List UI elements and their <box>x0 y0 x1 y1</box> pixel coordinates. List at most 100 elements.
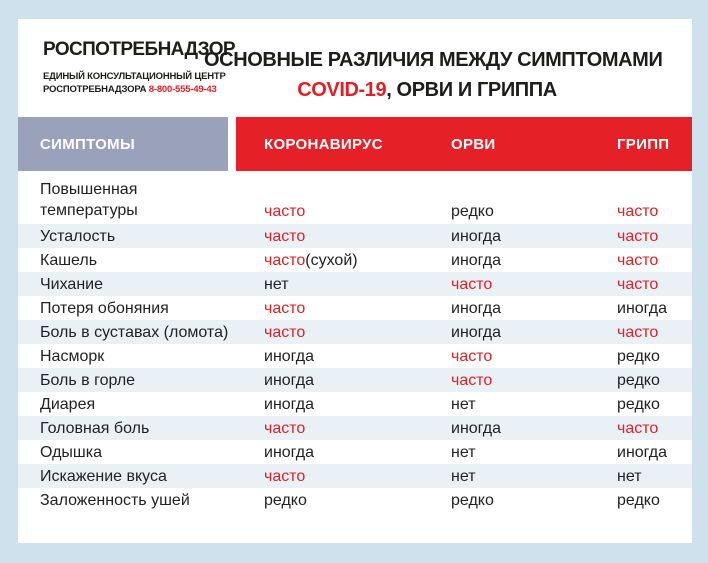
symptom-cell: Чихание <box>40 275 103 293</box>
value-cell: часто <box>451 274 617 295</box>
value-text: часто <box>264 419 306 437</box>
value-text: иногда <box>451 299 502 317</box>
org-name: РОСПОТРЕБНАДЗОР <box>43 39 236 60</box>
value-cell: часто <box>617 322 692 343</box>
table-row: Головная боль часто иногда часто <box>18 416 692 440</box>
value-cell: иногда <box>617 298 692 319</box>
center-line1: ЕДИНЫЙ КОНСУЛЬТАЦИОННЫЙ ЦЕНТР <box>43 71 226 82</box>
phone-number: 8-800-555-49-43 <box>148 84 217 95</box>
table-header-band: СИМПТОМЫ КОРОНАВИРУС ОРВИ ГРИПП <box>18 117 692 171</box>
column-header-coronavirus: КОРОНАВИРУС <box>264 135 383 153</box>
value-cell: редко <box>451 490 617 511</box>
value-cell: редко <box>617 490 692 511</box>
value-text: иногда <box>451 227 502 245</box>
value-cell: часто <box>264 418 451 439</box>
value-text: иногда <box>264 443 315 461</box>
value-cell: часто <box>617 274 692 295</box>
symptom-cell: Искажение вкуса <box>40 467 167 485</box>
consultation-center-lines: ЕДИНЫЙ КОНСУЛЬТАЦИОННЫЙ ЦЕНТР РОСПОТРЕБН… <box>43 70 253 96</box>
value-text: часто <box>617 323 659 341</box>
value-note: (сухой) <box>305 251 358 269</box>
value-cell: часто <box>617 201 692 224</box>
value-cell: часто <box>264 322 451 343</box>
value-text: часто <box>617 275 659 293</box>
value-text: часто <box>264 323 306 341</box>
symptom-cell: Головная боль <box>40 419 150 437</box>
value-cell: иногда <box>451 322 617 343</box>
value-cell: часто <box>264 226 451 247</box>
value-text: редко <box>451 203 494 220</box>
symptom-cell: Одышка <box>40 443 103 461</box>
value-text: нет <box>451 467 476 485</box>
table-rows: Повышенная температуры часто редко часто Уст… <box>18 176 692 512</box>
value-cell: редко <box>264 490 451 511</box>
table-row: Усталость часто иногда часто <box>18 224 692 248</box>
value-text: нет <box>451 443 476 461</box>
value-cell: иногда <box>264 346 451 367</box>
symptoms-header-cell: СИМПТОМЫ <box>18 117 228 171</box>
symptoms-header-label: СИМПТОМЫ <box>40 135 135 153</box>
symptom-cell: Заложенность ушей <box>40 491 190 509</box>
value-text: редко <box>451 491 494 509</box>
value-text: редко <box>617 371 660 389</box>
value-cell: часто <box>617 226 692 247</box>
symptom-cell: Боль в суставах (ломота) <box>40 323 229 341</box>
table-row: Насморк иногда часто редко <box>18 344 692 368</box>
value-text: редко <box>617 491 660 509</box>
value-cell: редко <box>617 346 692 367</box>
value-cell: иногда <box>264 370 451 391</box>
value-cell: нет <box>264 274 451 295</box>
value-cell: редко <box>617 394 692 415</box>
value-cell: иногда <box>451 418 617 439</box>
value-cell: часто <box>264 466 451 487</box>
poster-card: РОСПОТРЕБНАДЗОР ЕДИНЫЙ КОНСУЛЬТАЦИОННЫЙ … <box>18 19 692 543</box>
value-text: иногда <box>451 323 502 341</box>
column-header-gripp: ГРИПП <box>617 135 670 153</box>
table-row: Кашель часто(сухой) иногда часто <box>18 248 692 272</box>
value-cell: часто <box>617 250 692 271</box>
symptom-cell: Насморк <box>40 347 105 365</box>
value-text: часто <box>264 251 306 269</box>
value-cell: иногда <box>451 298 617 319</box>
value-cell: часто <box>451 370 617 391</box>
value-text: иногда <box>264 347 315 365</box>
symptom-cell: Кашель <box>40 251 98 269</box>
value-text: часто <box>617 227 659 245</box>
value-cell: нет <box>451 442 617 463</box>
table-row: Одышка иногда нет иногда <box>18 440 692 464</box>
center-line2: РОСПОТРЕБНАДЗОРА <box>43 84 147 95</box>
value-cell: иногда <box>451 226 617 247</box>
table-row: Боль в горле иногда часто редко <box>18 368 692 392</box>
symptom-cell: Диарея <box>40 395 96 413</box>
value-cell: иногда <box>264 442 451 463</box>
symptom-cell: Усталость <box>40 227 116 245</box>
value-text: редко <box>617 395 660 413</box>
value-text: нет <box>264 275 289 293</box>
value-text: нет <box>617 467 642 485</box>
value-cell: часто <box>451 346 617 367</box>
value-text: нет <box>451 395 476 413</box>
value-text: часто <box>264 203 306 220</box>
value-text: часто <box>264 227 306 245</box>
value-cell: редко <box>451 201 617 224</box>
column-header-orvi: ОРВИ <box>451 135 496 153</box>
value-text: часто <box>264 299 306 317</box>
value-text: редко <box>617 347 660 365</box>
title-covid: COVID-19 <box>297 79 387 101</box>
value-cell: часто <box>264 201 451 224</box>
value-cell: редко <box>617 370 692 391</box>
value-cell: нет <box>451 466 617 487</box>
value-cell: нет <box>451 394 617 415</box>
value-cell: нет <box>617 466 692 487</box>
value-cell: иногда <box>264 394 451 415</box>
table-row: Чихание нет часто часто <box>18 272 692 296</box>
page-title: ОСНОВНЫЕ РАЗЛИЧИЯ МЕЖДУ СИМПТОМАМИ COVID… <box>204 45 663 105</box>
value-text: часто <box>451 371 493 389</box>
symptom-cell: Боль в горле <box>40 371 136 389</box>
value-text: часто <box>451 347 493 365</box>
symptom-cell: Повышенная температуры <box>40 181 138 219</box>
value-text: часто <box>617 251 659 269</box>
value-text: часто <box>617 419 659 437</box>
table-row: Боль в суставах (ломота) часто иногда часто <box>18 320 692 344</box>
value-text: иногда <box>264 395 315 413</box>
